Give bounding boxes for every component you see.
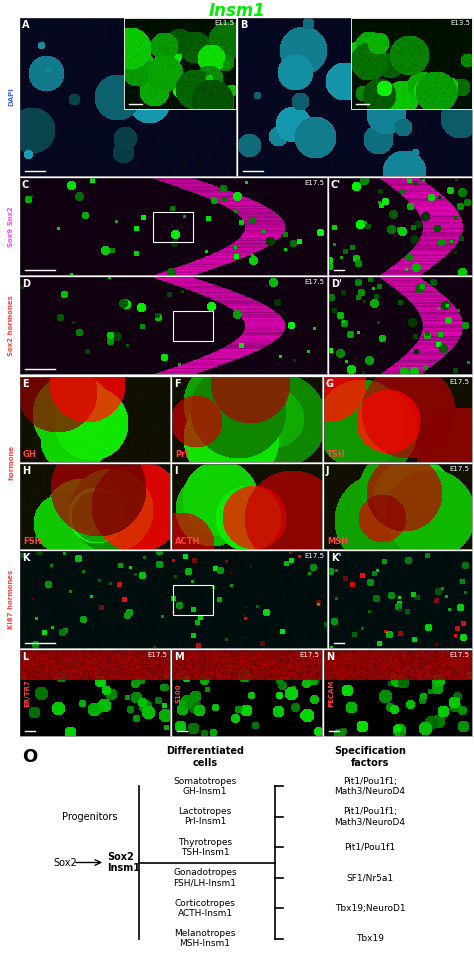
Text: A: A <box>22 20 29 30</box>
Bar <box>238 18 472 176</box>
Bar <box>20 377 170 462</box>
Text: J: J <box>326 466 329 476</box>
Text: Sox2 hormones: Sox2 hormones <box>8 295 14 356</box>
Text: D: D <box>22 279 30 289</box>
Text: Corticotropes
ACTH-Insm1: Corticotropes ACTH-Insm1 <box>174 899 236 918</box>
Text: E17.5: E17.5 <box>304 553 324 559</box>
Text: E17.5: E17.5 <box>449 466 469 472</box>
Bar <box>20 650 170 736</box>
Text: E13.5: E13.5 <box>450 20 470 26</box>
Text: E17.5: E17.5 <box>299 652 319 658</box>
Bar <box>329 551 472 648</box>
Text: Sox2: Sox2 <box>53 857 77 868</box>
Text: E17.5: E17.5 <box>304 279 324 285</box>
Text: Melanotropes
MSH-Insm1: Melanotropes MSH-Insm1 <box>174 929 236 948</box>
Text: N: N <box>326 652 334 662</box>
Text: FSH: FSH <box>23 537 42 546</box>
Text: ACTH: ACTH <box>175 537 201 546</box>
Text: D': D' <box>331 279 342 289</box>
Text: Tbx19;NeuroD1: Tbx19;NeuroD1 <box>335 903 405 913</box>
Text: Sox9 Sox2: Sox9 Sox2 <box>8 206 14 246</box>
Bar <box>20 277 327 374</box>
Bar <box>329 178 472 275</box>
Text: DAPI: DAPI <box>8 87 14 106</box>
Text: H: H <box>22 466 30 476</box>
Bar <box>173 585 213 615</box>
Text: E17.5: E17.5 <box>304 180 324 186</box>
Text: GH: GH <box>23 450 37 459</box>
Bar <box>324 464 472 549</box>
Bar <box>20 18 236 176</box>
Text: Ki67 hormones: Ki67 hormones <box>8 570 14 629</box>
Text: Sox2
Insm1: Sox2 Insm1 <box>107 852 140 874</box>
Text: Pit1/Pou1f1;
Math3/NeuroD4: Pit1/Pou1f1; Math3/NeuroD4 <box>335 777 405 796</box>
Bar <box>324 377 472 462</box>
Text: Specification
factors: Specification factors <box>334 746 406 767</box>
Text: O: O <box>22 748 37 766</box>
Text: Thyrotropes
TSH-Insm1: Thyrotropes TSH-Insm1 <box>178 837 232 857</box>
Text: MSH: MSH <box>327 537 348 546</box>
Bar <box>153 212 193 242</box>
Text: I: I <box>174 466 177 476</box>
Text: C: C <box>22 180 29 190</box>
Text: G: G <box>326 379 334 389</box>
Bar <box>351 18 472 109</box>
Text: Pit1/Pou1f1: Pit1/Pou1f1 <box>345 843 396 852</box>
Text: ER/TR7: ER/TR7 <box>24 679 30 707</box>
Bar <box>20 551 327 648</box>
Bar <box>172 377 322 462</box>
Text: Gonadotropes
FSH/LH-Insm1: Gonadotropes FSH/LH-Insm1 <box>173 868 237 887</box>
Text: PECAM: PECAM <box>328 679 334 707</box>
Text: Progenitors: Progenitors <box>62 811 118 822</box>
Text: Tbx19: Tbx19 <box>356 934 384 944</box>
Text: TSH: TSH <box>327 450 346 459</box>
Bar <box>172 650 322 736</box>
Bar <box>172 464 322 549</box>
Text: E17.5: E17.5 <box>449 652 469 658</box>
Text: B: B <box>240 20 247 30</box>
Text: Differentiated
cells: Differentiated cells <box>166 746 244 767</box>
Bar <box>329 277 472 374</box>
Bar <box>124 18 236 109</box>
Text: F: F <box>174 379 181 389</box>
Bar <box>20 464 170 549</box>
Bar <box>173 311 213 341</box>
Text: SF1/Nr5a1: SF1/Nr5a1 <box>346 874 393 882</box>
Text: L: L <box>22 652 28 662</box>
Text: M: M <box>174 652 183 662</box>
Text: Pit1/Pou1f1;
Math3/NeuroD4: Pit1/Pou1f1; Math3/NeuroD4 <box>335 807 405 827</box>
Text: K': K' <box>331 553 341 563</box>
Text: E17.5: E17.5 <box>449 379 469 385</box>
Text: Prl: Prl <box>175 450 188 459</box>
Text: E17.5: E17.5 <box>147 652 167 658</box>
Text: Insm1: Insm1 <box>209 2 265 20</box>
Bar <box>324 650 472 736</box>
Text: S100: S100 <box>176 683 182 703</box>
Text: E11.5: E11.5 <box>214 20 234 26</box>
Text: E: E <box>22 379 28 389</box>
Text: C': C' <box>331 180 341 190</box>
Text: Somatotropes
GH-Insm1: Somatotropes GH-Insm1 <box>173 777 237 796</box>
Bar <box>20 178 327 275</box>
Text: K: K <box>22 553 29 563</box>
Text: hormone: hormone <box>8 445 14 480</box>
Text: Lactotropes
Prl-Insm1: Lactotropes Prl-Insm1 <box>178 807 232 827</box>
